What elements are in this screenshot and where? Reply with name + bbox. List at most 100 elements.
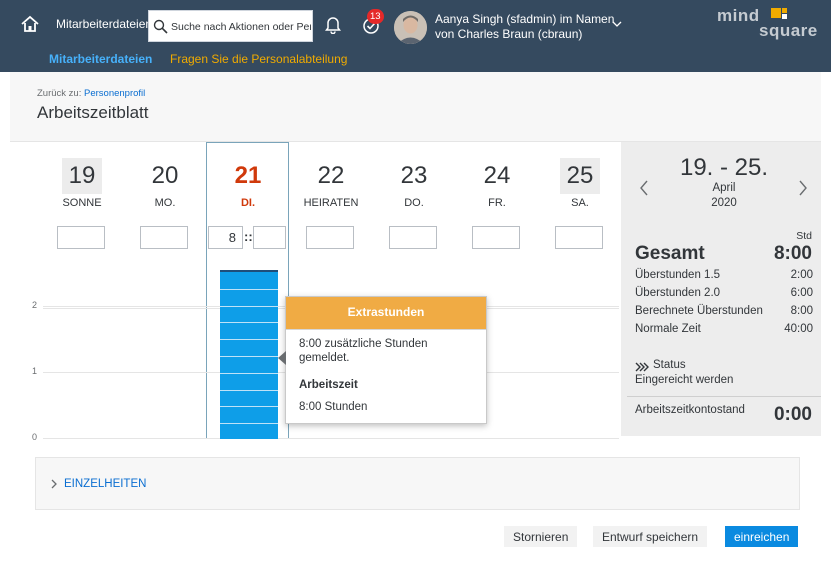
minutes-input-21[interactable] bbox=[253, 226, 286, 249]
chevron-right-icon[interactable] bbox=[51, 479, 58, 489]
unit-label: Std bbox=[796, 230, 812, 242]
status-value: Eingereicht werden bbox=[635, 374, 734, 386]
chevron-left-icon[interactable] bbox=[639, 180, 649, 196]
user-line-1: Aanya Singh (sfadmin) im Namen bbox=[435, 12, 615, 26]
overtime-popover: Extrastunden 8:00 zusätzliche Stunden ge… bbox=[278, 296, 487, 424]
bar-segment-divider bbox=[220, 322, 278, 324]
day-23[interactable]: 23 DO. bbox=[384, 158, 444, 209]
day-name: HEIRATEN bbox=[303, 197, 359, 209]
summary-row-label: Überstunden 1.5 bbox=[635, 269, 721, 281]
double-chevron-right-icon[interactable] bbox=[635, 362, 649, 372]
home-icon[interactable] bbox=[20, 14, 40, 34]
shell-bar: Mitarbeiterdateien 13 Aanya Singh (sfadm… bbox=[0, 0, 831, 72]
y-tick-label: 2 bbox=[32, 300, 38, 310]
avatar[interactable] bbox=[394, 11, 427, 44]
summary-row: Normale Zeit 40:00 bbox=[635, 323, 813, 335]
breadcrumb: Zurück zu: Personenprofil bbox=[37, 88, 145, 99]
hours-input-21[interactable] bbox=[208, 226, 243, 249]
bar-segment-divider bbox=[220, 406, 278, 408]
user-name[interactable]: Aanya Singh (sfadmin) im Namen von Charl… bbox=[435, 12, 614, 42]
day-name: SONNE bbox=[62, 197, 102, 209]
status-label[interactable]: Status bbox=[653, 359, 686, 371]
logo-square-white-icon bbox=[782, 14, 787, 19]
week-month: April bbox=[712, 182, 736, 194]
day-24[interactable]: 24 FR. bbox=[467, 158, 527, 209]
bar-segment-divider bbox=[220, 423, 278, 425]
hours-input-24[interactable] bbox=[472, 226, 520, 249]
details-panel[interactable]: EINZELHEITEN bbox=[35, 457, 800, 510]
week-range: 19. - 25. bbox=[679, 154, 769, 181]
logo-text-bottom: square bbox=[759, 21, 818, 40]
summary-row-label: Überstunden 2.0 bbox=[635, 287, 721, 299]
cancel-button[interactable]: Stornieren bbox=[504, 526, 578, 547]
bar-segment-divider bbox=[220, 372, 278, 374]
day-name: DO. bbox=[404, 197, 424, 209]
search-box[interactable] bbox=[148, 10, 313, 42]
summary-row-value: 2:00 bbox=[790, 269, 813, 281]
selection-pointer bbox=[235, 439, 263, 453]
search-input[interactable] bbox=[171, 18, 311, 36]
app-title[interactable]: Mitarbeiterdateien bbox=[56, 17, 153, 31]
week-year: 2020 bbox=[711, 197, 737, 209]
gridline bbox=[43, 438, 619, 439]
day-22[interactable]: 22 HEIRATEN bbox=[301, 158, 361, 209]
summary-row: Überstunden 2.0 6:00 bbox=[635, 287, 813, 299]
day-number: 21 bbox=[234, 162, 262, 189]
day-21[interactable]: 21 DI. bbox=[218, 158, 278, 209]
details-label[interactable]: EINZELHEITEN bbox=[64, 478, 147, 490]
balance-label: Arbeitszeitkontostand bbox=[635, 404, 745, 416]
day-20[interactable]: 20 MO. bbox=[135, 158, 195, 209]
popover-subtitle: Arbeitszeit bbox=[299, 379, 358, 391]
summary-row: Überstunden 1.5 2:00 bbox=[635, 269, 813, 281]
day-number: 25 bbox=[560, 158, 600, 194]
popover-title: Extrastunden bbox=[286, 297, 486, 330]
day-name: MO. bbox=[154, 197, 176, 209]
time-separator: :: bbox=[244, 229, 253, 244]
back-link[interactable]: Personenprofil bbox=[84, 88, 146, 99]
day-name: FR. bbox=[488, 197, 506, 209]
bar-segment-divider bbox=[220, 288, 278, 290]
day-19[interactable]: 19 SONNE bbox=[52, 158, 112, 209]
chevron-down-icon[interactable] bbox=[612, 20, 622, 28]
day-number: 20 bbox=[151, 162, 179, 189]
total-label: Gesamt bbox=[635, 243, 705, 264]
tab-employee-files[interactable]: Mitarbeiterdateien bbox=[49, 52, 153, 66]
total-value: 8:00 bbox=[773, 243, 812, 264]
summary-panel: 19. - 25. April 2020 Std Gesamt 8:00 Übe… bbox=[621, 142, 821, 436]
logo-text-top: mind bbox=[717, 6, 760, 25]
hours-input-20[interactable] bbox=[140, 226, 188, 249]
submit-button[interactable]: einreichen bbox=[725, 526, 799, 547]
logo-square-small-icon bbox=[782, 8, 787, 13]
summary-row-value: 6:00 bbox=[790, 287, 813, 299]
day-number: 23 bbox=[400, 162, 428, 189]
y-tick-label: 1 bbox=[32, 366, 38, 376]
notification-badge: 13 bbox=[367, 9, 384, 24]
tab-ask-hr[interactable]: Fragen Sie die Personalabteilung bbox=[170, 52, 348, 66]
hours-bar-21[interactable] bbox=[220, 270, 278, 439]
popover-text: 8:00 zusätzliche Stunden gemeldet. bbox=[299, 338, 428, 364]
day-name: SA. bbox=[571, 197, 589, 209]
hours-input-22[interactable] bbox=[306, 226, 354, 249]
save-draft-button[interactable]: Entwurf speichern bbox=[593, 526, 708, 547]
summary-row-value: 40:00 bbox=[784, 323, 813, 335]
day-number: 22 bbox=[317, 162, 345, 189]
breadcrumb-prefix: Zurück zu: bbox=[37, 88, 82, 99]
search-icon[interactable] bbox=[153, 19, 168, 34]
hours-input-25[interactable] bbox=[555, 226, 603, 249]
divider bbox=[627, 396, 821, 397]
timesheet-card: 19 SONNE 20 MO. 21 DI. 22 HEIRATEN 23 DO… bbox=[10, 142, 821, 566]
company-logo: mind square bbox=[716, 6, 818, 40]
balance-value: 0:00 bbox=[773, 404, 812, 425]
hours-input-23[interactable] bbox=[389, 226, 437, 249]
summary-row: Berechnete Überstunden 8:00 bbox=[635, 305, 813, 317]
hours-input-19[interactable] bbox=[57, 226, 105, 249]
y-tick-label: 0 bbox=[32, 432, 38, 442]
day-number: 19 bbox=[62, 158, 102, 194]
bell-icon[interactable] bbox=[324, 15, 342, 34]
avatar-photo-icon bbox=[394, 11, 427, 44]
day-25[interactable]: 25 SA. bbox=[550, 158, 610, 209]
bar-segment-divider bbox=[220, 305, 278, 307]
chevron-right-icon[interactable] bbox=[798, 180, 808, 196]
popover-arrow bbox=[278, 351, 286, 365]
bar-segment-divider bbox=[220, 356, 278, 357]
